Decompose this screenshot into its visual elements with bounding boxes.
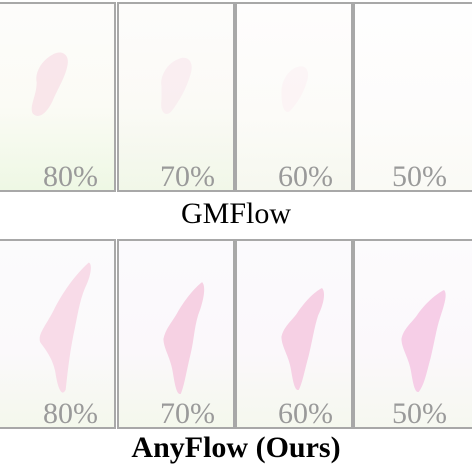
anyflow-flow-panel-80: 80% xyxy=(0,239,116,429)
gmflow-flow-panel-70: 70% xyxy=(117,2,235,192)
flow-shape xyxy=(39,262,91,393)
flow-shape xyxy=(401,289,446,393)
anyflow-row: 80% 70% 60% 50% xyxy=(0,239,472,429)
flow-shape xyxy=(31,52,68,116)
gmflow-caption: GMFlow xyxy=(180,197,292,230)
flow-shape xyxy=(161,57,192,114)
anyflow-flow-panel-70: 70% xyxy=(117,239,235,429)
gmflow-flow-panel-80: 80% xyxy=(0,2,116,192)
scale-label: 50% xyxy=(392,397,447,429)
flow-shape xyxy=(281,66,309,112)
scale-label: 80% xyxy=(43,397,98,429)
scale-label: 70% xyxy=(160,397,215,429)
scale-label: 80% xyxy=(43,160,98,192)
anyflow-caption: AnyFlow (Ours) xyxy=(131,431,341,464)
scale-label: 50% xyxy=(392,160,447,192)
gmflow-flow-panel-60: 60% xyxy=(235,2,353,192)
flow-shape xyxy=(163,282,205,394)
scale-label: 60% xyxy=(278,397,333,429)
gmflow-flow-panel-50: 50% xyxy=(353,2,472,192)
scale-label: 70% xyxy=(160,160,215,192)
flow-shape xyxy=(281,287,325,391)
anyflow-flow-panel-60: 60% xyxy=(235,239,353,429)
anyflow-flow-panel-50: 50% xyxy=(353,239,472,429)
scale-label: 60% xyxy=(278,160,333,192)
gmflow-row: 80% 70% 60% 50% xyxy=(0,2,472,192)
